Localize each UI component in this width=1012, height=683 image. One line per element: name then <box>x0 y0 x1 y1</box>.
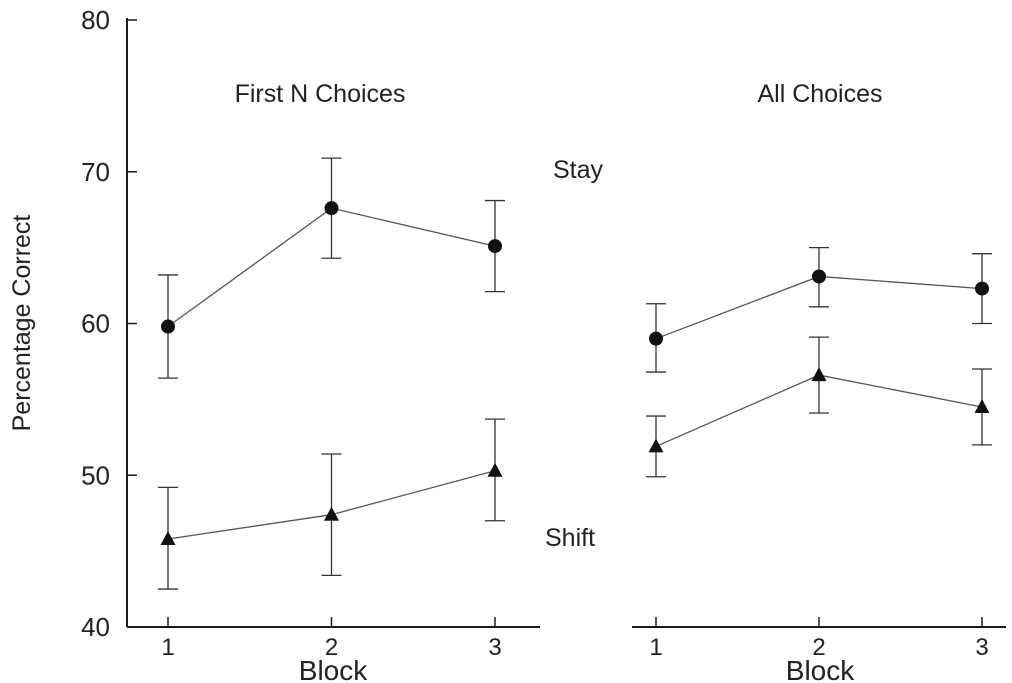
y-axis-label: Percentage Correct <box>8 215 36 432</box>
data-point-circle <box>161 319 175 334</box>
panel-title-left: First N Choices <box>235 80 406 108</box>
y-tick-label: 70 <box>81 157 110 187</box>
x-tick-label: 1 <box>649 634 662 661</box>
data-point-triangle <box>487 462 503 477</box>
y-tick-label: 50 <box>81 460 110 490</box>
panel-first-n-choices: First N Choices Block 1 2 3 <box>127 80 540 683</box>
annotation-shift: Shift <box>545 524 595 552</box>
data-point-triangle <box>160 530 176 545</box>
x-tick-label: 3 <box>488 634 501 661</box>
x-tick-label: 2 <box>812 634 825 661</box>
x-tick-label: 2 <box>325 634 338 661</box>
data-point-circle <box>812 269 826 284</box>
annotation-stay: Stay <box>553 156 604 184</box>
y-tick-label: 40 <box>81 612 110 642</box>
x-tick-label: 3 <box>975 634 988 661</box>
data-point-triangle <box>974 398 990 413</box>
panel-title-right: All Choices <box>757 80 882 108</box>
x-tick-label: 1 <box>161 634 174 661</box>
series-triangle <box>646 336 992 478</box>
data-point-circle <box>975 281 989 296</box>
data-point-circle <box>324 201 339 216</box>
series-circle <box>646 246 992 373</box>
data-point-triangle <box>811 367 827 382</box>
x-axis-label-left: Block <box>299 655 368 683</box>
series-triangle <box>158 418 505 590</box>
panel-all-choices: All Choices Block 1 2 3 <box>632 80 1006 683</box>
y-ticks: 40 50 60 70 80 <box>81 5 137 642</box>
x-axis-label-right: Block <box>786 655 855 683</box>
series-circle <box>158 157 505 379</box>
y-tick-label: 60 <box>81 309 110 339</box>
y-tick-label: 80 <box>81 5 110 35</box>
data-point-circle <box>488 239 502 254</box>
data-point-triangle <box>648 438 664 453</box>
data-point-circle <box>649 331 663 346</box>
data-point-triangle <box>324 506 339 521</box>
